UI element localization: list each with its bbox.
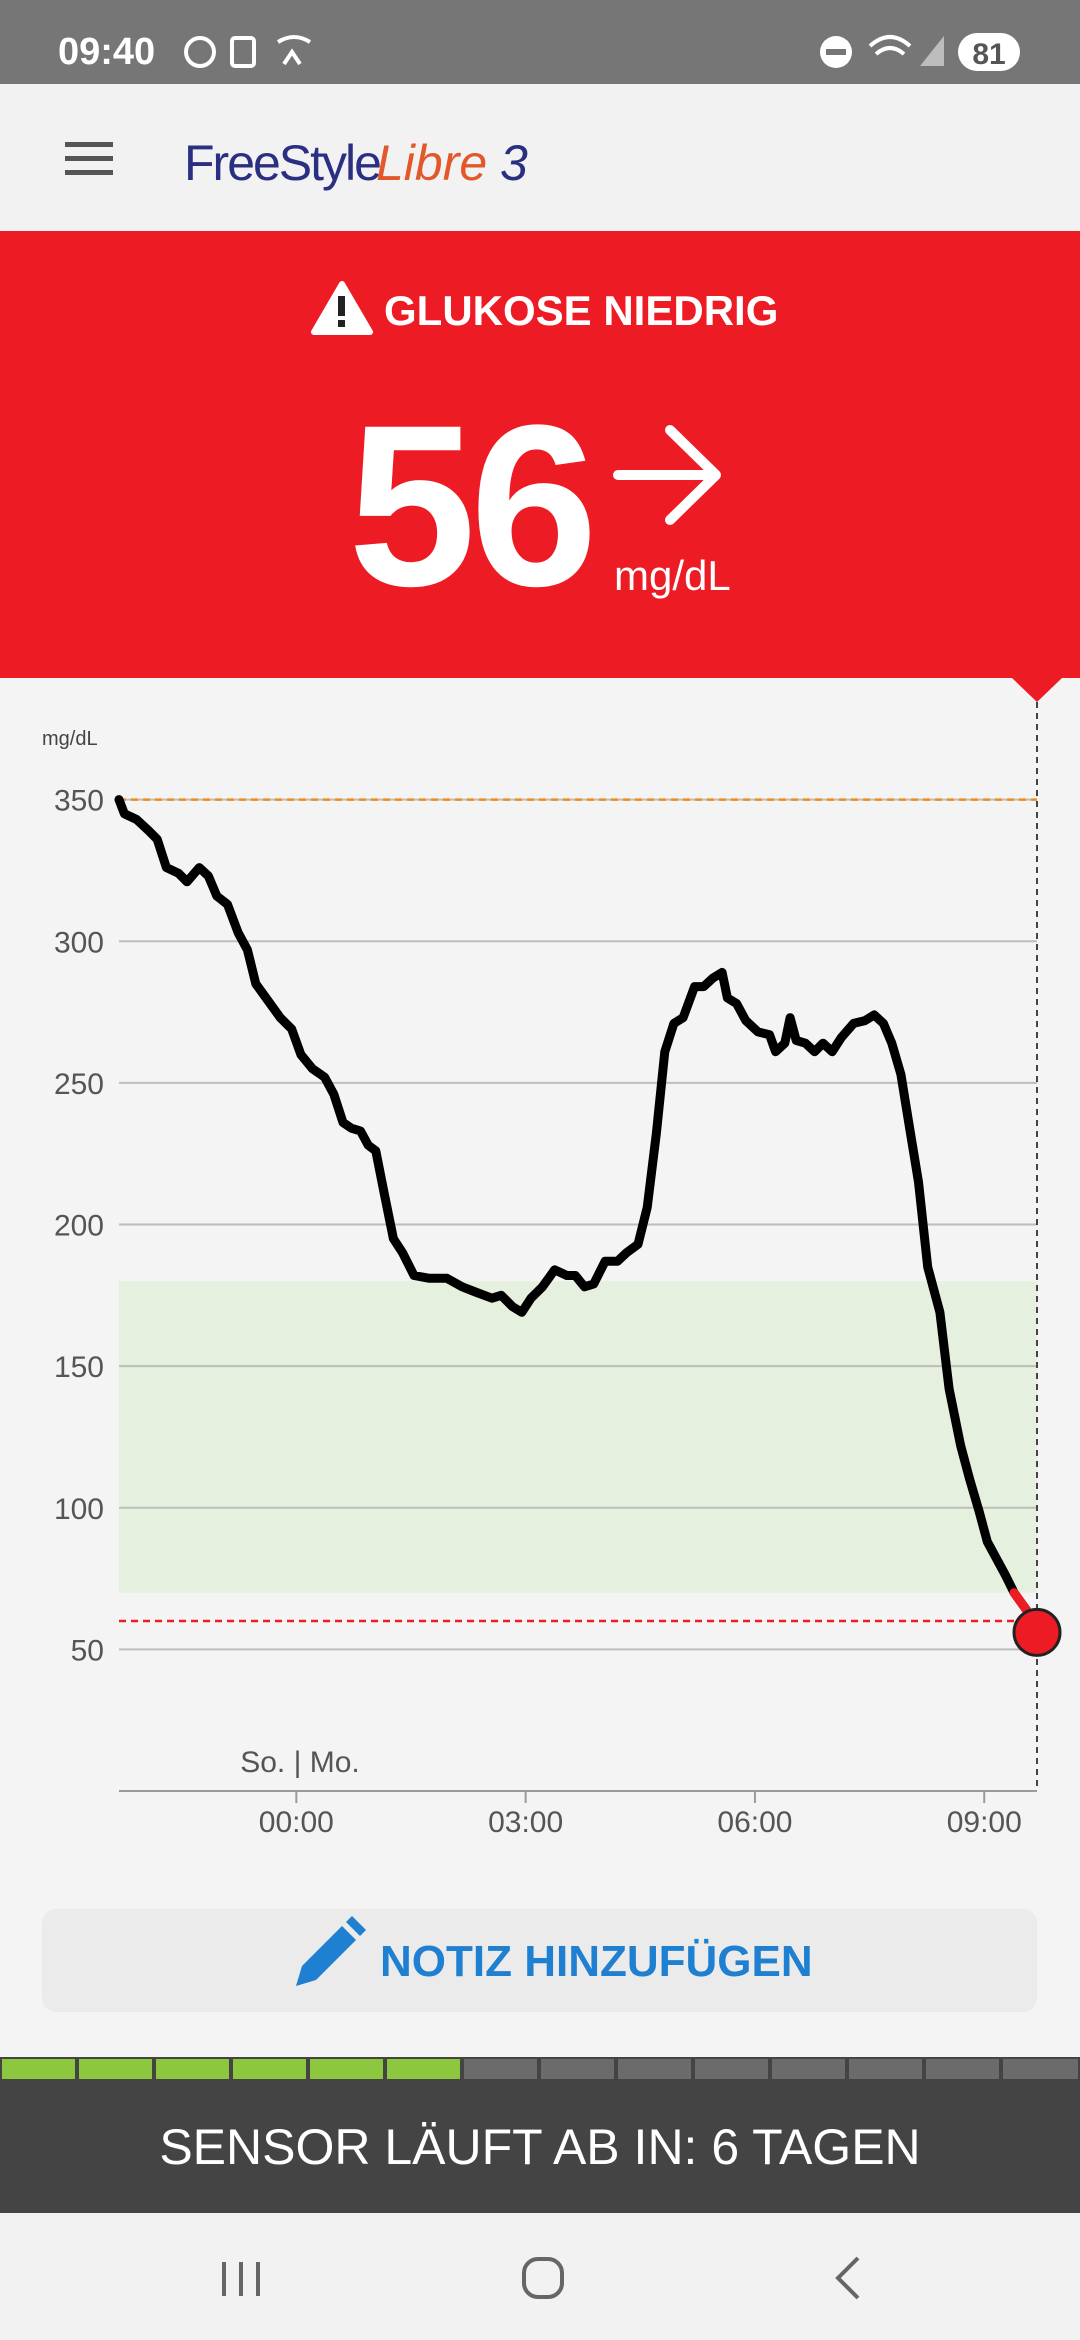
nav-home[interactable] (522, 2257, 564, 2299)
menu-button[interactable] (65, 142, 113, 175)
nav-bar (0, 2213, 1080, 2340)
dnd-bar (826, 49, 846, 55)
pencil-icon (296, 1916, 366, 1986)
y-tick-label: 350 (54, 785, 104, 818)
sensor-progress (0, 2057, 1080, 2079)
brand-name: FreeStyle (184, 135, 380, 191)
glucose-chart: mg/dL 50 100 150 200 250 300 350 00:00 03:00 06:00… (42, 728, 1037, 1839)
brand-product: Libre (376, 135, 487, 191)
alert-unit: mg/dL (614, 552, 731, 599)
brand-version: 3 (500, 135, 528, 191)
battery-level: 81 (972, 38, 1005, 71)
app-bar (0, 84, 1080, 231)
warning-dot (338, 320, 345, 327)
battery-pill (958, 33, 1020, 71)
warning-mark (338, 296, 345, 316)
glucose-line (114, 795, 1042, 1637)
sensor-banner (0, 2079, 1080, 2213)
sensor-banner-text: SENSOR LÄUFT AB IN: 6 TAGEN (159, 2119, 920, 2175)
x-tick-label: 09:00 (947, 1806, 1022, 1839)
status-bar (0, 0, 1080, 84)
y-tick-label: 200 (54, 1210, 104, 1243)
y-tick-label: 100 (54, 1493, 104, 1526)
signal-icon (920, 36, 944, 66)
status-time: 09:40 (58, 31, 155, 73)
y-tick-label: 300 (54, 926, 104, 959)
alert-title: GLUKOSE NIEDRIG (384, 287, 778, 334)
x-tick-label: 00:00 (259, 1806, 334, 1839)
wifi-icon (868, 35, 912, 56)
alert-value: 56 (348, 377, 592, 634)
x-tick-label: 03:00 (488, 1806, 563, 1839)
current-reading (1012, 1607, 1062, 1657)
trend-arrow (613, 425, 721, 525)
note-button[interactable] (42, 1909, 1037, 2012)
day-annotation: So. | Mo. (240, 1746, 360, 1779)
note-button-label[interactable]: NOTIZ HINZUFÜGEN (380, 1937, 813, 1986)
glucose-chart-overlay (114, 795, 1062, 1657)
now-pointer (1012, 678, 1062, 702)
target-range (119, 1281, 1037, 1593)
status-icons (184, 35, 312, 68)
nav-recents[interactable] (222, 2262, 260, 2296)
y-axis-label: mg/dL (42, 728, 98, 750)
y-tick-label: 150 (54, 1351, 104, 1384)
alert-banner (0, 231, 1080, 678)
nav-back[interactable] (835, 2256, 860, 2300)
x-tick-label: 06:00 (717, 1806, 792, 1839)
y-tick-label: 50 (71, 1634, 104, 1667)
y-tick-label: 250 (54, 1068, 104, 1101)
